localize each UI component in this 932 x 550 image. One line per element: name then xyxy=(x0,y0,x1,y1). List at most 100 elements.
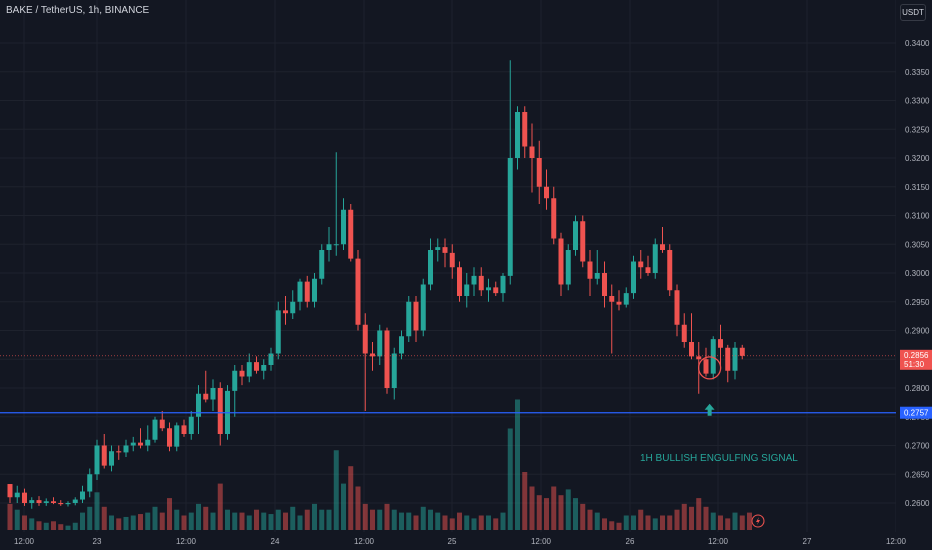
price-axis[interactable] xyxy=(896,0,932,550)
candle[interactable] xyxy=(616,290,622,311)
candle[interactable] xyxy=(739,344,745,360)
candle[interactable] xyxy=(130,436,136,452)
candle[interactable] xyxy=(471,267,477,296)
candle[interactable] xyxy=(573,215,578,256)
candle[interactable] xyxy=(551,186,557,245)
candle[interactable] xyxy=(283,296,288,325)
candle[interactable] xyxy=(203,370,209,403)
candle[interactable] xyxy=(623,287,629,308)
candle[interactable] xyxy=(246,353,252,383)
candle[interactable] xyxy=(87,468,93,498)
candle[interactable] xyxy=(660,227,665,253)
candle[interactable] xyxy=(116,445,122,460)
candle[interactable] xyxy=(486,278,491,302)
candle[interactable] xyxy=(196,385,201,434)
candle[interactable] xyxy=(159,411,165,432)
candle[interactable] xyxy=(536,140,542,204)
candle[interactable] xyxy=(145,425,151,452)
candle[interactable] xyxy=(152,416,158,443)
candle[interactable] xyxy=(254,356,259,374)
candle[interactable] xyxy=(602,261,607,308)
candle[interactable] xyxy=(362,313,368,411)
candle[interactable] xyxy=(500,273,506,302)
candle[interactable] xyxy=(420,278,426,337)
candle[interactable] xyxy=(631,255,636,299)
candle[interactable] xyxy=(435,238,441,262)
candle[interactable] xyxy=(297,278,303,311)
candle[interactable] xyxy=(275,301,281,360)
candle[interactable] xyxy=(725,344,731,383)
candle[interactable] xyxy=(565,244,571,291)
candle[interactable] xyxy=(674,284,680,337)
candle[interactable] xyxy=(319,244,325,285)
candle[interactable] xyxy=(638,250,644,279)
candle[interactable] xyxy=(609,284,615,354)
candle[interactable] xyxy=(290,290,296,319)
candle[interactable] xyxy=(667,244,673,296)
candle[interactable] xyxy=(123,439,129,457)
candle[interactable] xyxy=(268,347,274,371)
candle[interactable] xyxy=(442,238,448,268)
candle[interactable] xyxy=(341,198,346,250)
candle[interactable] xyxy=(14,485,20,503)
candle[interactable] xyxy=(413,296,419,342)
candle[interactable] xyxy=(174,422,180,452)
candle[interactable] xyxy=(232,365,238,417)
candle[interactable] xyxy=(312,273,317,308)
candle[interactable] xyxy=(558,232,564,296)
lightning-icon[interactable] xyxy=(751,514,765,528)
candle[interactable] xyxy=(36,496,42,506)
candle[interactable] xyxy=(181,419,187,437)
candle[interactable] xyxy=(428,238,433,291)
candle[interactable] xyxy=(645,255,651,276)
candle[interactable] xyxy=(478,267,484,296)
candle[interactable] xyxy=(72,497,78,506)
currency-button[interactable]: USDT xyxy=(900,4,926,21)
candle[interactable] xyxy=(138,428,143,449)
candle[interactable] xyxy=(732,342,738,380)
candle[interactable] xyxy=(239,365,245,386)
candle[interactable] xyxy=(377,324,383,365)
candle[interactable] xyxy=(587,250,593,296)
candle[interactable] xyxy=(51,497,56,505)
candle[interactable] xyxy=(522,106,528,158)
candle[interactable] xyxy=(457,261,462,302)
candle[interactable] xyxy=(399,330,404,360)
candle[interactable] xyxy=(22,488,27,506)
candle[interactable] xyxy=(681,313,687,348)
candle[interactable] xyxy=(304,275,310,308)
candle[interactable] xyxy=(580,215,586,268)
candle[interactable] xyxy=(718,324,723,365)
candle[interactable] xyxy=(355,250,361,331)
candle[interactable] xyxy=(652,238,658,279)
candle[interactable] xyxy=(80,485,85,503)
candle[interactable] xyxy=(515,106,520,170)
candle[interactable] xyxy=(703,347,709,377)
candle[interactable] xyxy=(29,497,35,509)
candle[interactable] xyxy=(109,445,114,472)
candle[interactable] xyxy=(689,313,694,360)
candle[interactable] xyxy=(544,169,549,210)
candle[interactable] xyxy=(210,379,216,411)
candle[interactable] xyxy=(167,422,172,452)
candle[interactable] xyxy=(65,501,71,507)
candle[interactable] xyxy=(406,296,412,342)
candle[interactable] xyxy=(326,227,332,262)
candle[interactable] xyxy=(188,411,194,440)
candle[interactable] xyxy=(101,434,107,469)
candle[interactable] xyxy=(217,382,223,446)
candle[interactable] xyxy=(94,439,100,480)
candle[interactable] xyxy=(594,250,600,285)
candle[interactable] xyxy=(370,342,375,371)
candle[interactable] xyxy=(493,281,499,296)
candle[interactable] xyxy=(529,123,535,193)
candle[interactable] xyxy=(449,244,455,279)
candle[interactable] xyxy=(391,347,397,400)
candle[interactable] xyxy=(261,359,267,380)
candle[interactable] xyxy=(58,500,64,506)
candle[interactable] xyxy=(464,273,470,308)
candle[interactable] xyxy=(43,498,49,506)
candle[interactable] xyxy=(333,152,339,256)
candle[interactable] xyxy=(348,204,354,262)
